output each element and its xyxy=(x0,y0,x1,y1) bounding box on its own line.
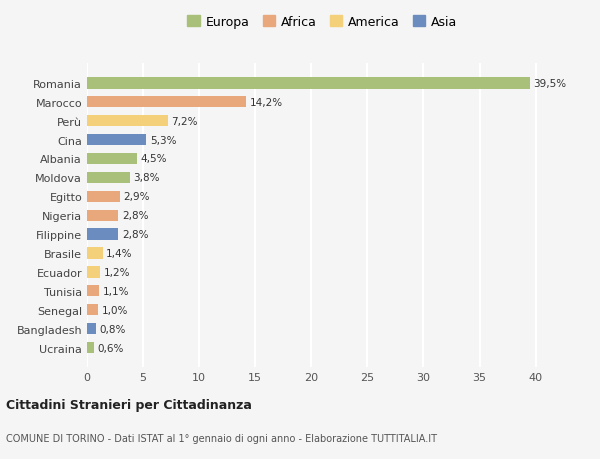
Text: 1,4%: 1,4% xyxy=(106,248,133,258)
Text: 7,2%: 7,2% xyxy=(171,117,197,126)
Bar xyxy=(87,116,168,127)
Text: 2,8%: 2,8% xyxy=(122,230,148,240)
Text: 1,2%: 1,2% xyxy=(104,267,130,277)
Text: 0,6%: 0,6% xyxy=(97,343,124,353)
Text: 2,8%: 2,8% xyxy=(122,211,148,221)
Bar xyxy=(87,172,130,184)
Text: 3,8%: 3,8% xyxy=(133,173,160,183)
Bar xyxy=(87,285,100,297)
Bar xyxy=(87,342,94,353)
Bar xyxy=(87,153,137,165)
Text: 0,8%: 0,8% xyxy=(100,324,126,334)
Text: 1,0%: 1,0% xyxy=(101,305,128,315)
Bar xyxy=(87,191,119,202)
Legend: Europa, Africa, America, Asia: Europa, Africa, America, Asia xyxy=(187,16,458,29)
Text: Cittadini Stranieri per Cittadinanza: Cittadini Stranieri per Cittadinanza xyxy=(6,398,252,412)
Bar xyxy=(87,229,118,240)
Text: 4,5%: 4,5% xyxy=(141,154,167,164)
Bar xyxy=(87,78,530,90)
Text: 14,2%: 14,2% xyxy=(250,98,283,107)
Bar xyxy=(87,210,118,221)
Bar xyxy=(87,97,246,108)
Bar xyxy=(87,134,146,146)
Text: 2,9%: 2,9% xyxy=(123,192,149,202)
Text: 1,1%: 1,1% xyxy=(103,286,129,296)
Bar xyxy=(87,248,103,259)
Text: 39,5%: 39,5% xyxy=(533,78,566,89)
Bar xyxy=(87,323,96,335)
Bar xyxy=(87,304,98,316)
Bar xyxy=(87,267,100,278)
Text: COMUNE DI TORINO - Dati ISTAT al 1° gennaio di ogni anno - Elaborazione TUTTITAL: COMUNE DI TORINO - Dati ISTAT al 1° genn… xyxy=(6,433,437,442)
Text: 5,3%: 5,3% xyxy=(150,135,176,145)
